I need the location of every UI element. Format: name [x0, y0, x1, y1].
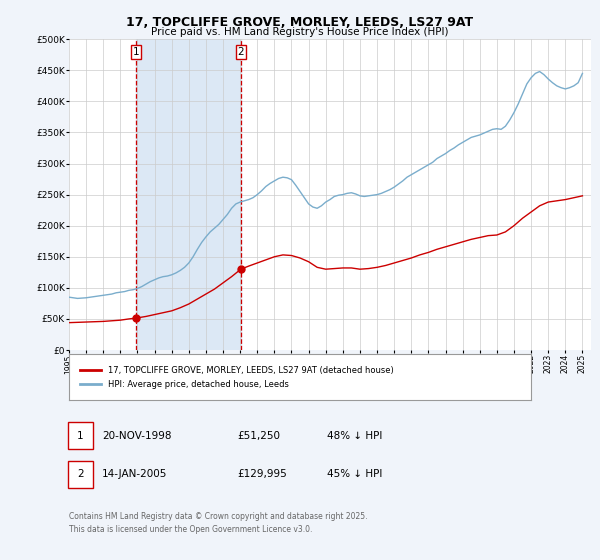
Text: £129,995: £129,995 [237, 469, 287, 479]
Text: 1: 1 [133, 47, 139, 57]
Text: 14-JAN-2005: 14-JAN-2005 [102, 469, 167, 479]
Text: 2: 2 [77, 469, 84, 479]
Text: £51,250: £51,250 [237, 431, 280, 441]
Text: Contains HM Land Registry data © Crown copyright and database right 2025.
This d: Contains HM Land Registry data © Crown c… [69, 512, 367, 534]
Legend: 17, TOPCLIFFE GROVE, MORLEY, LEEDS, LS27 9AT (detached house), HPI: Average pric: 17, TOPCLIFFE GROVE, MORLEY, LEEDS, LS27… [78, 363, 396, 391]
Text: 20-NOV-1998: 20-NOV-1998 [102, 431, 172, 441]
Text: Price paid vs. HM Land Registry's House Price Index (HPI): Price paid vs. HM Land Registry's House … [151, 27, 449, 37]
Text: 45% ↓ HPI: 45% ↓ HPI [327, 469, 382, 479]
Bar [136, 39, 241, 350]
Text: 1: 1 [77, 431, 84, 441]
Text: 48% ↓ HPI: 48% ↓ HPI [327, 431, 382, 441]
Text: 17, TOPCLIFFE GROVE, MORLEY, LEEDS, LS27 9AT: 17, TOPCLIFFE GROVE, MORLEY, LEEDS, LS27… [127, 16, 473, 29]
Text: 2: 2 [238, 47, 244, 57]
